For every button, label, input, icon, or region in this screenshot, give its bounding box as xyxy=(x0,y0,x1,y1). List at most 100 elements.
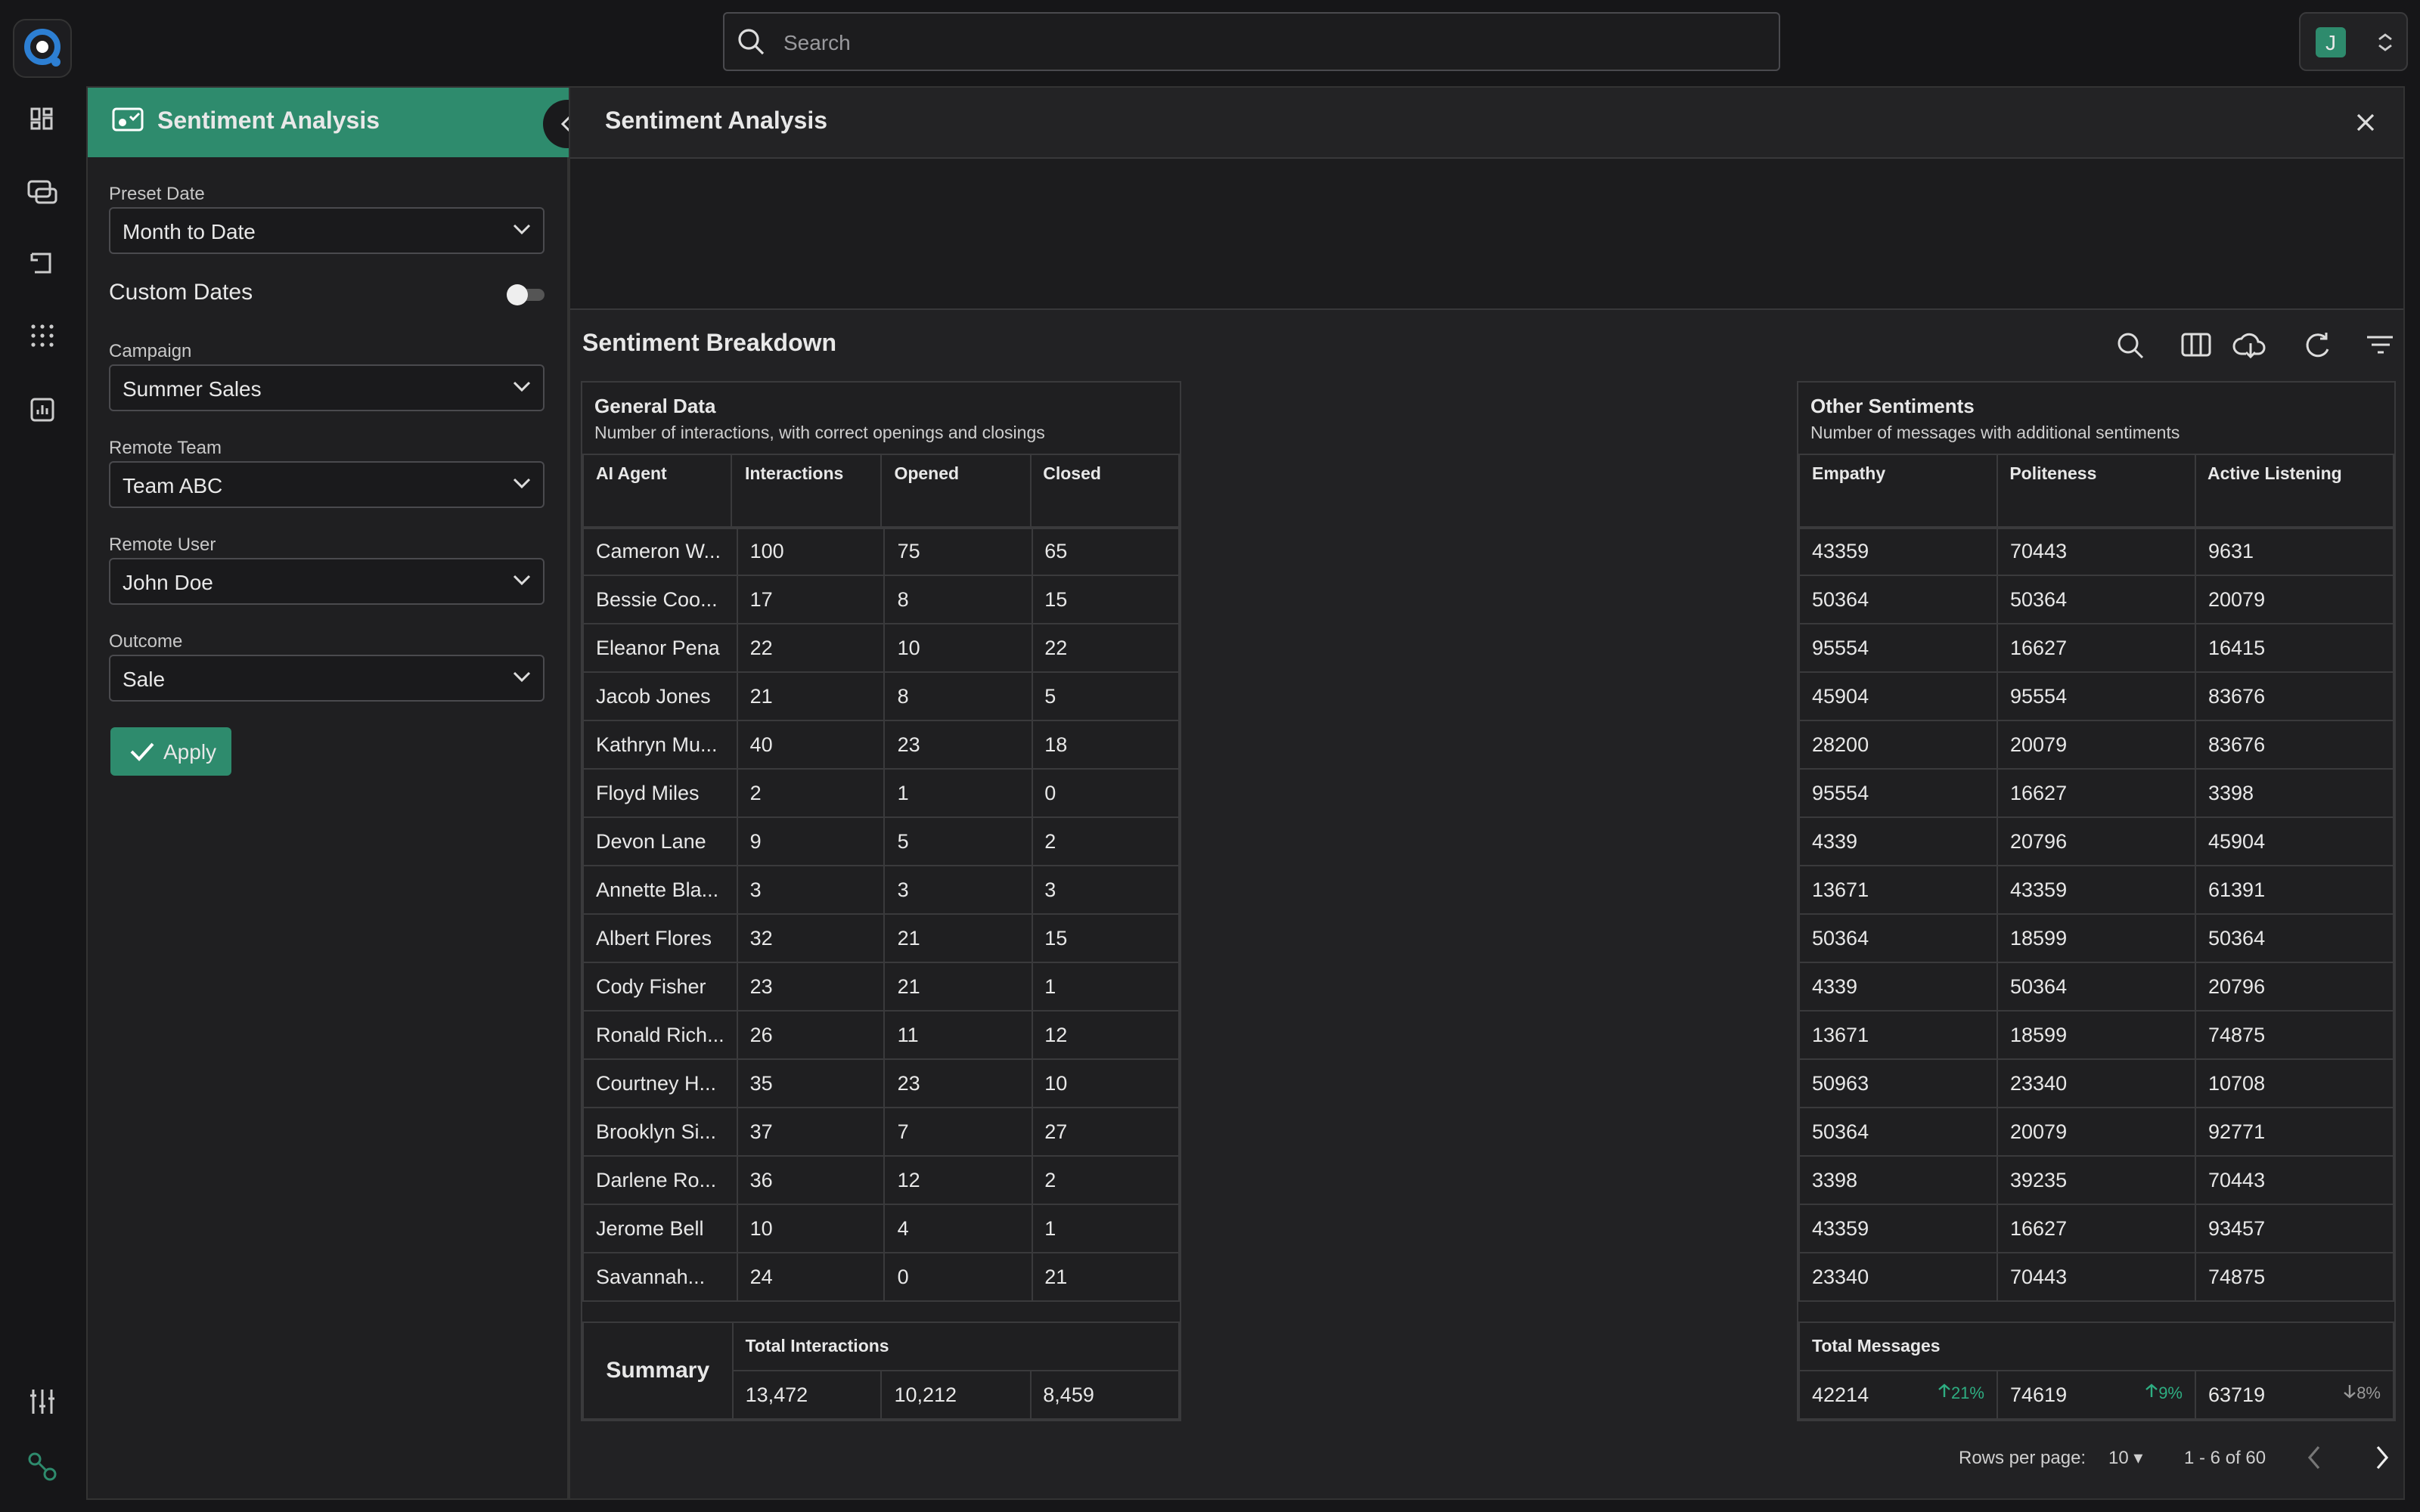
summary-value: 42214 xyxy=(1812,1383,1869,1406)
cell: Bessie Coo... xyxy=(582,575,738,624)
cell: 93457 xyxy=(2195,1204,2394,1253)
dropdown-arrow xyxy=(513,224,531,235)
dropdown-value: Month to Date xyxy=(123,219,256,243)
dropdown[interactable]: Month to Date xyxy=(109,207,544,254)
cell: 20796 xyxy=(1996,816,2196,866)
data-row: Jerome Bell 10 4 1 xyxy=(582,1204,1180,1253)
cell: 4339 xyxy=(1798,962,1998,1012)
cell: 70443 xyxy=(1996,1252,2196,1302)
cell: 5 xyxy=(1031,671,1180,721)
cell: Eleanor Pena xyxy=(582,623,738,673)
column-header[interactable]: Opened xyxy=(880,454,1032,529)
cell: 10708 xyxy=(2195,1058,2394,1108)
cell: 70443 xyxy=(1996,526,2196,576)
cell: 36 xyxy=(736,1155,886,1205)
other-sentiments-table: Other Sentiments Number of messages with … xyxy=(1797,381,2396,1421)
cell: Ronald Rich... xyxy=(582,1010,738,1060)
column-header[interactable]: Closed xyxy=(1029,454,1180,529)
column-header[interactable]: Active Listening xyxy=(2194,454,2394,529)
cell: 18599 xyxy=(1996,1010,2196,1060)
column-header[interactable]: AI Agent xyxy=(582,454,733,529)
cell: 10 xyxy=(736,1204,886,1253)
dropdown-arrow xyxy=(513,478,531,489)
user-menu[interactable]: J xyxy=(2299,12,2408,71)
data-row: 13671 43359 61391 xyxy=(1798,865,2394,915)
pager-arrows[interactable] xyxy=(2301,1442,2391,1473)
summary-change: 9% xyxy=(2145,1383,2183,1403)
general-data-table: General Data Number of interactions, with… xyxy=(581,381,1181,1421)
summary-heading-row: Summary Total Interactions xyxy=(582,1321,1180,1420)
dropdown[interactable]: Sale xyxy=(109,655,544,702)
cell: 17 xyxy=(736,575,886,624)
rows-per-page-value: 10 xyxy=(2108,1447,2129,1468)
cell: 65 xyxy=(1031,526,1180,576)
cell: 15 xyxy=(1031,913,1180,963)
summary-cell: 74619 9% xyxy=(1996,1370,2196,1420)
data-row: Kathryn Mu... 40 23 18 xyxy=(582,720,1180,770)
data-row: 43359 70443 9631 xyxy=(1798,526,2394,576)
summary-values-row: 13,472 10,212 8,459 xyxy=(583,1370,1180,1420)
cell: 3 xyxy=(1031,865,1180,915)
cell: Darlene Ro... xyxy=(582,1155,738,1205)
cell: 50364 xyxy=(1996,575,2196,624)
cell: 32 xyxy=(736,913,886,963)
cell: 95554 xyxy=(1798,768,1998,818)
rows-viewport: Cameron W... 100 75 65 Bessie Coo... 17 8 15 Ele… xyxy=(582,526,1180,1321)
data-row: 45904 95554 83676 xyxy=(1798,671,2394,721)
report-title: Sentiment Analysis xyxy=(605,109,828,135)
cell: 83676 xyxy=(2195,720,2394,770)
cell: 24 xyxy=(736,1252,886,1302)
cell: Cameron W... xyxy=(582,526,738,576)
data-row: Devon Lane 9 5 2 xyxy=(582,816,1180,866)
summary: Summary Total Interactions 13,472 10,212 8,4… xyxy=(582,1321,1180,1420)
field-label: Campaign xyxy=(109,340,192,361)
dropdown[interactable]: Team ABC xyxy=(109,461,544,508)
cell: 1 xyxy=(1031,1204,1180,1253)
change-arrow xyxy=(2344,1385,2356,1399)
header-row: AI Agent Interactions Opened Closed xyxy=(582,454,1180,529)
apply-button[interactable]: Apply xyxy=(110,727,231,776)
data-row: Courtney H... 35 23 10 xyxy=(582,1058,1180,1108)
cell: 3 xyxy=(736,865,886,915)
data-row: Bessie Coo... 17 8 15 xyxy=(582,575,1180,624)
cell: 26 xyxy=(736,1010,886,1060)
panel-title: Sentiment Analysis xyxy=(157,109,380,135)
column-header[interactable]: Interactions xyxy=(731,454,883,529)
summary-heading: Total Interactions xyxy=(731,1321,1180,1371)
cell: 13671 xyxy=(1798,1010,1998,1060)
cell: Brooklyn Si... xyxy=(582,1107,738,1157)
summary-value: 10,212 xyxy=(880,1370,1032,1420)
cell: 10 xyxy=(883,623,1033,673)
rows-per-page-label: Rows per page: xyxy=(1959,1447,2086,1468)
data-row: 43359 16627 93457 xyxy=(1798,1204,2394,1253)
dropdown-value: Summer Sales xyxy=(123,376,262,401)
cell: 61391 xyxy=(2195,865,2394,915)
cell: 35 xyxy=(736,1058,886,1108)
cell: 22 xyxy=(1031,623,1180,673)
logo[interactable] xyxy=(12,18,73,79)
column-header[interactable]: Politeness xyxy=(1996,454,2196,529)
cell: 10 xyxy=(1031,1058,1180,1108)
cell: Albert Flores xyxy=(582,913,738,963)
close-button[interactable] xyxy=(2355,112,2376,133)
cell: 16627 xyxy=(1996,1204,2196,1253)
column-header[interactable]: Empathy xyxy=(1798,454,1998,529)
data-row: 50963 23340 10708 xyxy=(1798,1058,2394,1108)
cell: 20079 xyxy=(1996,720,2196,770)
search-box[interactable]: Search xyxy=(723,12,1780,71)
page-range: 1 - 6 of 60 xyxy=(2184,1447,2266,1468)
change-arrow xyxy=(1938,1383,1950,1397)
rows-per-page-select[interactable]: 10 ▾ xyxy=(2108,1447,2143,1468)
toolbar[interactable] xyxy=(2113,330,2393,363)
cell: 40 xyxy=(736,720,886,770)
dropdown[interactable]: John Doe xyxy=(109,558,544,605)
custom-dates-toggle[interactable] xyxy=(505,283,548,307)
cell: 23340 xyxy=(1996,1058,2196,1108)
nav-bottom-icons[interactable] xyxy=(27,1387,57,1492)
search-placeholder: Search xyxy=(783,30,851,54)
cell: 50364 xyxy=(2195,913,2394,963)
cell: 43359 xyxy=(1996,865,2196,915)
dropdown[interactable]: Summer Sales xyxy=(109,364,544,411)
cell: 74875 xyxy=(2195,1252,2394,1302)
nav-icons[interactable] xyxy=(27,103,57,435)
